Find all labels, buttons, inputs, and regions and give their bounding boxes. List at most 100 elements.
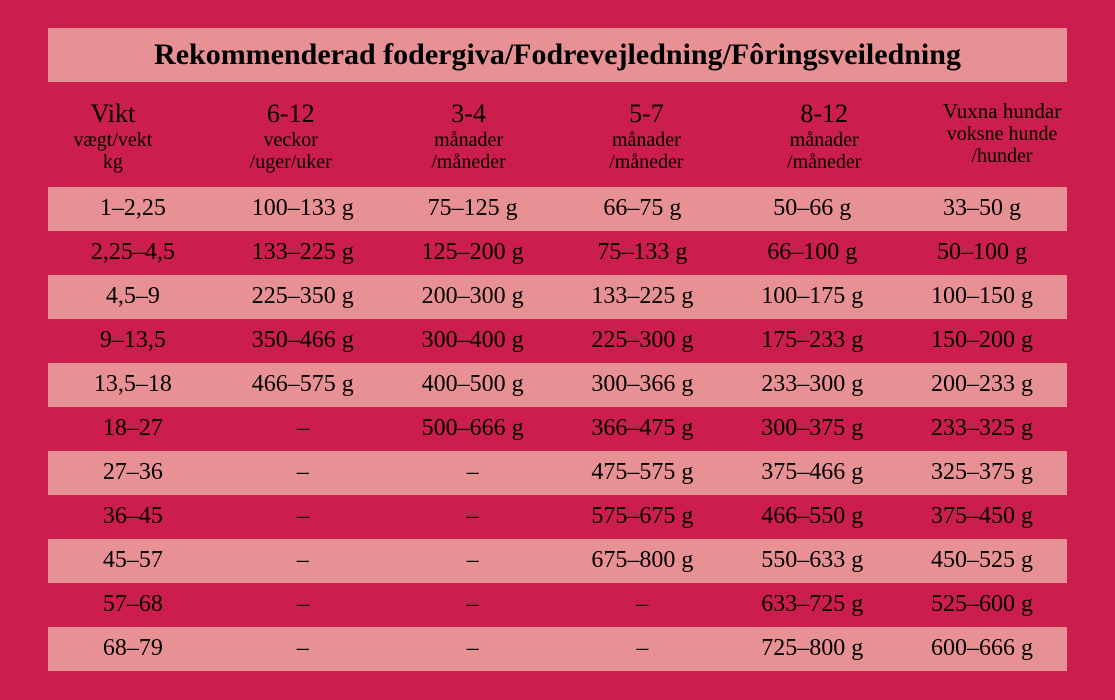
table-cell: 33–50 g [897, 195, 1067, 222]
table-cell: 68–79 [48, 635, 218, 662]
table-row: 68–79–––725–800 g600–666 g [48, 627, 1067, 671]
table-cell: 600–666 g [897, 635, 1067, 662]
header-line2: månader [739, 129, 909, 151]
table-row: 2,25–4,5133–225 g125–200 g75–133 g66–100… [48, 231, 1067, 275]
table-cell: 575–675 g [557, 503, 727, 530]
header-line2: månader [384, 129, 554, 151]
header-line1: Vikt [28, 100, 198, 129]
table-header-cell: 8-12månader/måneder [735, 100, 913, 173]
table-row: 13,5–18466–575 g400–500 g300–366 g233–30… [48, 363, 1067, 407]
table-row: 9–13,5350–466 g300–400 g225–300 g175–233… [48, 319, 1067, 363]
table-cell: 725–800 g [727, 635, 897, 662]
table-cell: 75–125 g [388, 195, 558, 222]
table-cell: 50–100 g [897, 239, 1067, 266]
table-cell: 100–150 g [897, 283, 1067, 310]
table-cell: 45–57 [48, 547, 218, 574]
table-cell: 325–375 g [897, 459, 1067, 486]
table-cell: 57–68 [48, 591, 218, 618]
header-line1: 8-12 [739, 100, 909, 129]
table-cell: 450–525 g [897, 547, 1067, 574]
table-cell: 550–633 g [727, 547, 897, 574]
table-cell: 225–300 g [557, 327, 727, 354]
table-cell: 66–75 g [557, 195, 727, 222]
table-header-row: Viktvægt/vektkg6-12veckor/uger/uker3-4må… [24, 100, 1091, 173]
table-header-cell: Viktvægt/vektkg [24, 100, 202, 173]
table-cell: 27–36 [48, 459, 218, 486]
table-cell: 366–475 g [557, 415, 727, 442]
table-row: 1–2,25100–133 g75–125 g66–75 g50–66 g33–… [48, 187, 1067, 231]
table-cell: 500–666 g [388, 415, 558, 442]
table-cell: 9–13,5 [48, 327, 218, 354]
header-line3: /måneder [739, 151, 909, 173]
header-line1: 5-7 [561, 100, 731, 129]
table-cell: 4,5–9 [48, 283, 218, 310]
table-cell: 466–575 g [218, 371, 388, 398]
table-cell: – [557, 635, 727, 662]
table-cell: 1–2,25 [48, 195, 218, 222]
table-header-cell: 3-4månader/måneder [380, 100, 558, 173]
header-line1: 6-12 [206, 100, 376, 129]
table-cell: 466–550 g [727, 503, 897, 530]
table-cell: 13,5–18 [48, 371, 218, 398]
table-cell: 36–45 [48, 503, 218, 530]
table-cell: 400–500 g [388, 371, 558, 398]
table-cell: – [218, 459, 388, 486]
table-cell: – [218, 503, 388, 530]
table-cell: 150–200 g [897, 327, 1067, 354]
table-row: 18–27–500–666 g366–475 g300–375 g233–325… [48, 407, 1067, 451]
header-line3: /uger/uker [206, 151, 376, 173]
header-line3: kg [28, 151, 198, 173]
table-cell: – [388, 635, 558, 662]
table-title: Rekommenderad fodergiva/Fodrevejledning/… [48, 28, 1067, 82]
table-cell: 633–725 g [727, 591, 897, 618]
header-line1: Vuxna hundar [917, 100, 1087, 123]
table-cell: 375–466 g [727, 459, 897, 486]
table-cell: 475–575 g [557, 459, 727, 486]
table-body: 1–2,25100–133 g75–125 g66–75 g50–66 g33–… [24, 187, 1091, 671]
table-cell: 125–200 g [388, 239, 558, 266]
table-cell: 200–233 g [897, 371, 1067, 398]
table-cell: – [218, 547, 388, 574]
table-cell: 300–400 g [388, 327, 558, 354]
header-line3: /måneder [384, 151, 554, 173]
table-cell: 675–800 g [557, 547, 727, 574]
table-cell: 18–27 [48, 415, 218, 442]
header-line2: voksne hunde [917, 123, 1087, 145]
table-cell: 200–300 g [388, 283, 558, 310]
table-cell: – [388, 503, 558, 530]
table-cell: 175–233 g [727, 327, 897, 354]
header-line2: veckor [206, 129, 376, 151]
table-cell: 525–600 g [897, 591, 1067, 618]
table-cell: 300–375 g [727, 415, 897, 442]
table-cell: 66–100 g [727, 239, 897, 266]
table-cell: 225–350 g [218, 283, 388, 310]
table-row: 45–57––675–800 g550–633 g450–525 g [48, 539, 1067, 583]
table-cell: 133–225 g [557, 283, 727, 310]
table-cell: 350–466 g [218, 327, 388, 354]
table-cell: 50–66 g [727, 195, 897, 222]
header-line2: vægt/vekt [28, 129, 198, 151]
table-cell: – [218, 415, 388, 442]
table-cell: – [218, 635, 388, 662]
table-cell: 133–225 g [218, 239, 388, 266]
header-line2: månader [561, 129, 731, 151]
header-line3: /hunder [917, 145, 1087, 167]
table-cell: – [218, 591, 388, 618]
table-cell: 233–325 g [897, 415, 1067, 442]
table-cell: 100–133 g [218, 195, 388, 222]
feeding-table: Viktvægt/vektkg6-12veckor/uger/uker3-4må… [24, 100, 1091, 671]
table-header-cell: 5-7månader/måneder [557, 100, 735, 173]
table-cell: – [388, 547, 558, 574]
header-line1: 3-4 [384, 100, 554, 129]
table-row: 36–45––575–675 g466–550 g375–450 g [48, 495, 1067, 539]
header-line3: /måneder [561, 151, 731, 173]
table-row: 4,5–9225–350 g200–300 g133–225 g100–175 … [48, 275, 1067, 319]
table-cell: – [388, 459, 558, 486]
table-cell: 75–133 g [557, 239, 727, 266]
table-cell: 375–450 g [897, 503, 1067, 530]
table-cell: 2,25–4,5 [48, 239, 218, 266]
table-header-cell: Vuxna hundarvoksne hunde/hunder [913, 100, 1091, 173]
table-cell: – [557, 591, 727, 618]
table-cell: 233–300 g [727, 371, 897, 398]
table-header-cell: 6-12veckor/uger/uker [202, 100, 380, 173]
